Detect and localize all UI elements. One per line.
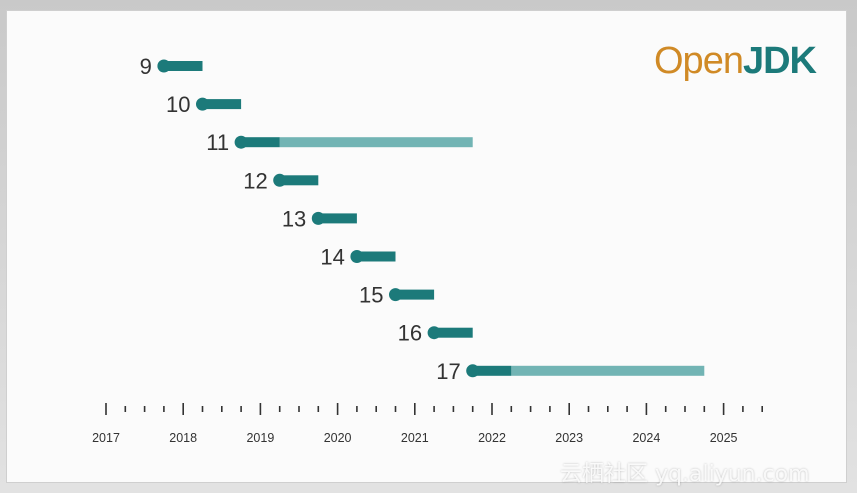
release-12-bar	[279, 175, 319, 186]
release-9-label: 9	[140, 54, 152, 79]
release-9-bar	[163, 61, 203, 71]
x-tick-label: 2022	[478, 431, 506, 445]
release-11-lts-bar	[279, 137, 473, 148]
release-12-start-dot	[273, 173, 287, 187]
slide	[6, 10, 847, 483]
release-15-label: 15	[359, 283, 383, 308]
x-tick-label: 2024	[632, 431, 660, 445]
release-17-bar	[472, 365, 512, 376]
release-13-bar	[318, 213, 357, 224]
release-15-bar	[395, 289, 435, 300]
logo-jdk-text: JDK	[742, 40, 817, 82]
release-11-bar	[241, 137, 280, 148]
release-17-label: 17	[436, 359, 460, 384]
site-watermark: 云栖社区 yq.aliyun.com	[560, 462, 810, 487]
x-tick-label: 2019	[246, 431, 274, 445]
release-15-start-dot	[389, 288, 402, 302]
release-12-label: 12	[243, 168, 267, 193]
release-16-bar	[434, 327, 473, 338]
x-tick-label: 2023	[555, 431, 583, 445]
release-16-label: 16	[398, 321, 422, 346]
release-13-start-dot	[311, 211, 325, 225]
release-11-start-dot	[234, 135, 248, 149]
x-tick-label: 2017	[92, 431, 120, 445]
release-13-label: 13	[282, 206, 306, 231]
release-14-label: 14	[320, 245, 344, 270]
release-10-label: 10	[166, 92, 190, 117]
release-10-start-dot	[196, 97, 209, 111]
release-9-start-dot	[157, 59, 171, 73]
release-11-label: 11	[206, 130, 229, 155]
release-14-start-dot	[350, 250, 364, 263]
release-10-bar	[202, 99, 242, 110]
release-17-lts-bar	[511, 365, 705, 376]
x-tick-label: 2025	[710, 431, 738, 445]
x-tick-label: 2021	[401, 431, 429, 445]
x-tick-label: 2018	[169, 431, 197, 445]
x-tick-label: 2020	[324, 431, 352, 445]
logo-open-text: Open	[654, 40, 744, 82]
release-14-bar	[356, 251, 396, 262]
release-17-start-dot	[466, 364, 480, 378]
openjdk-logo: OpenJDK	[654, 40, 817, 82]
release-16-start-dot	[427, 326, 441, 340]
